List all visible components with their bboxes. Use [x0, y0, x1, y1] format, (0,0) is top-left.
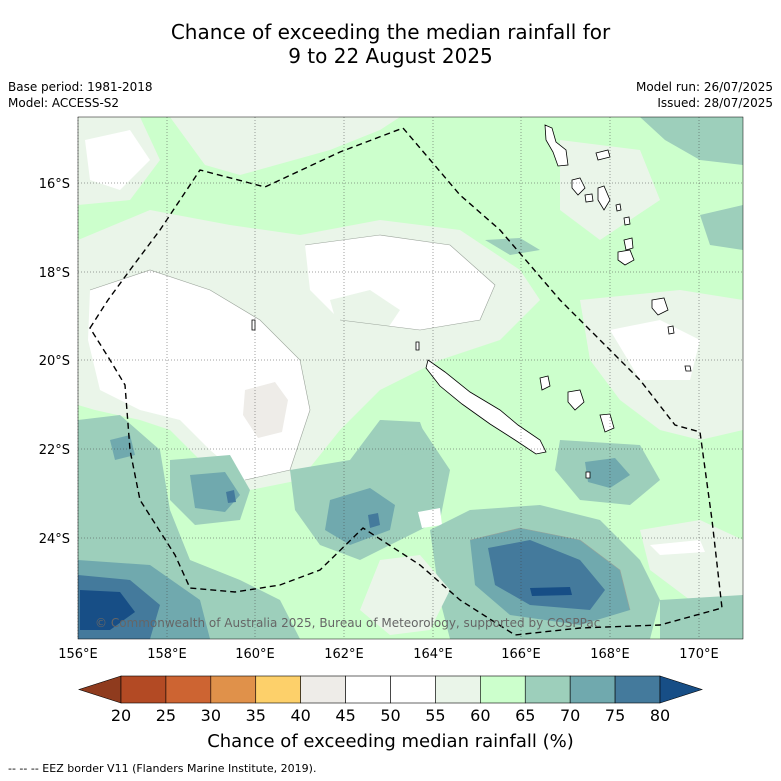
colorbar-bin — [210, 675, 257, 704]
lat-label-18s: 18°S — [39, 266, 70, 281]
colorbar-tick-label: 80 — [650, 706, 670, 725]
lon-label-158e: 158°E — [147, 647, 187, 662]
colorbar-tick-label: 65 — [515, 706, 535, 725]
colorbar-tick-label: 50 — [380, 706, 400, 725]
lon-label-160e: 160°E — [235, 647, 275, 662]
colorbar-bin — [300, 675, 346, 704]
colorbar-bin — [165, 675, 212, 704]
probability-field — [78, 117, 743, 639]
lon-label-162e: 162°E — [324, 647, 364, 662]
colorbar-tick-label: 30 — [201, 706, 221, 725]
colorbar-label: Chance of exceeding median rainfall (%) — [207, 731, 574, 752]
map-frame — [77, 116, 744, 640]
map-title-line1: Chance of exceeding the median rainfall … — [170, 20, 611, 44]
lat-label-22s: 22°S — [39, 443, 70, 458]
eez-legend-note: -- -- -- EEZ border V11 (Flanders Marine… — [8, 762, 317, 775]
colorbar-bin — [120, 675, 167, 704]
colorbar-bin — [569, 675, 616, 704]
base-period-label: Base period: 1981-2018 — [8, 80, 153, 94]
colorbar-tick-label: 60 — [470, 706, 490, 725]
lat-label-16s: 16°S — [39, 177, 70, 192]
colorbar-bin — [345, 675, 391, 704]
colorbar-tick-label: 40 — [290, 706, 310, 725]
colorbar-bin — [480, 675, 526, 704]
colorbar-tick-label: 75 — [605, 706, 625, 725]
issued-label: Issued: 28/07/2025 — [657, 96, 773, 110]
colorbar-bin — [390, 675, 436, 704]
colorbar-high-extension — [659, 675, 703, 704]
colorbar-bin — [435, 675, 481, 704]
colorbar — [78, 675, 703, 704]
lon-label-168e: 168°E — [590, 647, 630, 662]
lon-label-166e: 166°E — [501, 647, 541, 662]
colorbar-tick-label: 25 — [156, 706, 176, 725]
lon-label-164e: 164°E — [413, 647, 453, 662]
lat-label-20s: 20°S — [39, 354, 70, 369]
colorbar-tick-label: 20 — [111, 706, 131, 725]
colorbar-bin — [255, 675, 301, 704]
colorbar-bin — [524, 675, 571, 704]
colorbar-low-extension — [78, 675, 122, 704]
lon-label-170e: 170°E — [679, 647, 719, 662]
lon-label-156e: 156°E — [58, 647, 98, 662]
colorbar-tick-label: 35 — [246, 706, 266, 725]
model-label: Model: ACCESS-S2 — [8, 96, 120, 110]
map-title-line2: 9 to 22 August 2025 — [288, 44, 493, 68]
colorbar-tick-label: 55 — [425, 706, 445, 725]
lat-label-24s: 24°S — [39, 532, 70, 547]
colorbar-tick-label: 70 — [560, 706, 580, 725]
model-run-label: Model run: 26/07/2025 — [635, 80, 773, 94]
copyright-notice: © Commonwealth of Australia 2025, Bureau… — [95, 616, 600, 630]
colorbar-bin — [614, 675, 661, 704]
colorbar-tick-label: 45 — [335, 706, 355, 725]
